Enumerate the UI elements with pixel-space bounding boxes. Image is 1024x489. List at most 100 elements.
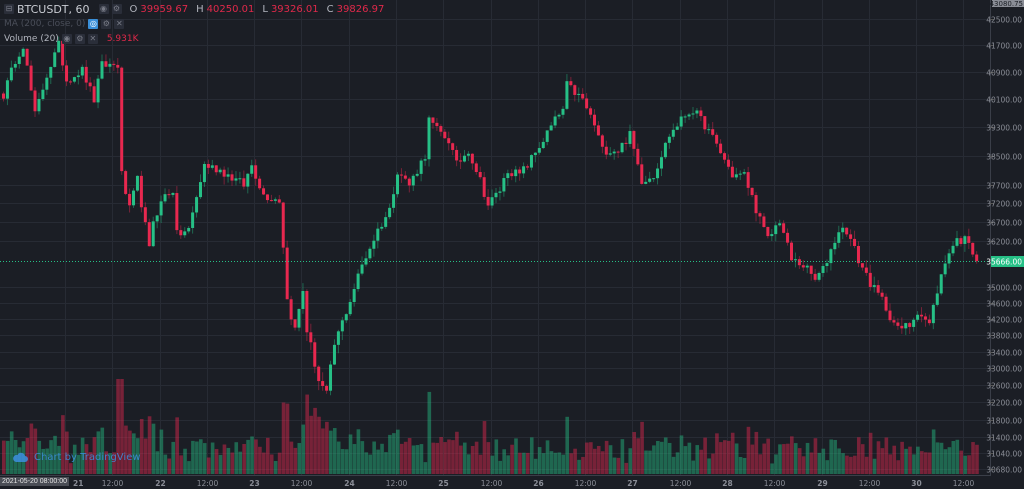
candle-up [415, 173, 419, 176]
volume-visibility-icon[interactable]: ◉ [61, 34, 72, 44]
candle-up [912, 319, 916, 327]
candle-down [139, 175, 143, 208]
candle-up [234, 178, 238, 181]
volume-bar [293, 447, 298, 474]
price-axis[interactable]: 42500.00 41700.00 40900.00 40100.00 39300.00… [986, 16, 1022, 475]
candle-up [210, 165, 214, 168]
volume-bar [254, 439, 258, 474]
tradingview-watermark[interactable]: Chart by TradingView [12, 452, 141, 463]
volume-bar [659, 441, 664, 474]
volume-bar [470, 445, 475, 474]
candle-down [750, 187, 754, 196]
price-tick-label: 37700.00 [986, 182, 1022, 191]
candle-down [888, 310, 892, 321]
volume-bar [183, 448, 187, 474]
time-axis[interactable]: 21 12:00 22 12:00 23 12:00 24 12:00 25 12:00 26 12:… [73, 479, 975, 488]
ma-settings-icon[interactable]: ⚙ [101, 19, 112, 29]
collapse-legend-icon[interactable]: ⊟ [4, 4, 14, 14]
candle-down [959, 238, 963, 244]
volume-bar [900, 441, 904, 474]
candle-up [817, 272, 821, 280]
candle-down [923, 316, 927, 320]
open-label: O [129, 3, 138, 15]
volume-bar [506, 455, 510, 474]
candle-down [478, 172, 482, 178]
volume-bar [396, 429, 400, 474]
volume-bar [880, 448, 885, 474]
candle-up [388, 207, 392, 218]
candle-up [549, 125, 553, 131]
candle-down [175, 193, 179, 231]
volume-bar [124, 425, 128, 474]
volume-bar [663, 437, 668, 474]
volume-bar [384, 452, 388, 474]
candle-down [258, 178, 262, 189]
volume-bar [620, 439, 625, 474]
candle-down [884, 296, 888, 311]
candle-up [644, 181, 648, 184]
volume-bar [96, 431, 101, 474]
volume-remove-icon[interactable]: ✕ [87, 34, 98, 44]
candle-up [352, 289, 356, 303]
candle-up [939, 274, 943, 294]
volume-bar [277, 452, 282, 474]
volume-bar [518, 452, 522, 474]
candle-up [250, 165, 254, 174]
visibility-icon[interactable]: ◉ [98, 4, 109, 14]
candle-up [577, 93, 581, 95]
candle-down [758, 213, 762, 217]
time-tick-label: 12:00 [764, 479, 786, 488]
candle-down [305, 290, 309, 333]
volume-bar [884, 437, 889, 474]
volume-bar [955, 439, 960, 474]
candle-down [104, 61, 108, 67]
volume-bar [853, 455, 857, 474]
candle-down [754, 195, 758, 214]
volume-settings-icon[interactable]: ⚙ [74, 34, 85, 44]
ma-hidden-eye-icon[interactable]: ◎ [88, 19, 99, 29]
candle-down [518, 169, 522, 174]
candle-down [68, 81, 72, 83]
volume-bar [415, 445, 420, 474]
candle-up [608, 153, 612, 155]
settings-icon[interactable]: ⚙ [111, 4, 122, 14]
volume-bar [281, 402, 286, 474]
candle-up [620, 142, 624, 153]
time-tick-label: 25 [438, 479, 448, 488]
ma-remove-icon[interactable]: ✕ [114, 19, 125, 29]
volume-bar [754, 431, 759, 474]
symbol-label[interactable]: BTCUSDT, 60 [17, 2, 90, 16]
candle-up [695, 110, 699, 114]
volume-bar [120, 379, 124, 474]
candle-up [687, 114, 691, 117]
candle-up [904, 323, 908, 329]
volume-bar [301, 424, 306, 474]
volume-bar [549, 451, 554, 474]
volume-bar [908, 446, 912, 474]
candle-up [427, 117, 431, 160]
volume-bar [628, 448, 633, 474]
candle-up [135, 175, 139, 191]
volume-bar [892, 445, 897, 474]
volume-bar [325, 421, 329, 474]
ma-indicator-label[interactable]: MA (200, close, 0) [4, 19, 86, 29]
time-tick-label: 12:00 [859, 479, 881, 488]
volume-bar [297, 443, 302, 474]
volume-bar [750, 444, 755, 474]
volume-bar [640, 421, 644, 474]
volume-bar [80, 437, 85, 474]
candle-down [435, 122, 439, 127]
price-tick-label: 33000.00 [986, 365, 1022, 374]
volume-bar [557, 452, 562, 474]
candle-up [557, 114, 561, 117]
candle-down [293, 319, 297, 328]
candle-up [675, 126, 679, 130]
time-tick-label: 12:00 [102, 479, 124, 488]
candle-down [632, 131, 636, 149]
candle-down [482, 177, 486, 197]
last-price-badge-bg [991, 256, 1024, 267]
candle-up [466, 153, 470, 156]
volume-indicator-label[interactable]: Volume (20) [4, 34, 59, 44]
candle-down [849, 234, 853, 239]
